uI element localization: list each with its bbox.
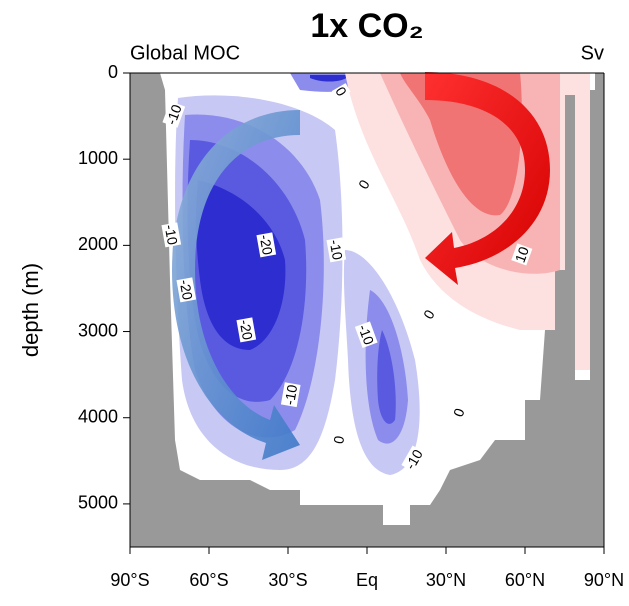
contour-label-bg (256, 232, 277, 258)
x-tick-label: 60°S (189, 570, 228, 590)
y-tick-label: 5000 (78, 493, 118, 513)
contour-label-bg (176, 277, 197, 303)
contour-label-bg (326, 237, 347, 263)
subtitle-right: Sv (581, 42, 604, 64)
x-tick-label: 90°S (110, 570, 149, 590)
x-tick-label: 30°S (268, 570, 307, 590)
contour-label-bg (419, 305, 439, 323)
contour-label-bg (329, 433, 348, 446)
contour-label: -20 (177, 278, 196, 301)
contour-label: -10 (163, 102, 185, 127)
contour-label-bg (511, 243, 533, 266)
contour-label: -20 (237, 318, 256, 341)
contour-label: -10 (355, 322, 377, 347)
x-tick-label: 90°N (584, 570, 624, 590)
contour-fills (175, 73, 590, 475)
y-tick-label: 3000 (78, 320, 118, 340)
contour-label: -20 (257, 233, 276, 256)
circulation-arrows (172, 72, 550, 460)
y-tick-label: 2000 (78, 234, 118, 254)
contour-label: 10 (512, 244, 532, 264)
y-tick-label: 4000 (78, 406, 118, 426)
contour-label-bg (331, 83, 351, 100)
y-axis-label: depth (m) (18, 263, 43, 357)
y-tick-label: 0 (108, 62, 118, 82)
contour-label-bg (354, 175, 374, 193)
x-tick-label: Eq (356, 570, 378, 590)
contour-label-bg (280, 382, 301, 408)
contour-label-bg (401, 445, 427, 473)
subtitle-left: Global MOC (130, 42, 240, 64)
contour-label-bg (236, 317, 257, 343)
chart-title: 1x CO₂ (310, 7, 423, 45)
contour-label: -10 (281, 383, 300, 406)
contour-label-bg (354, 321, 378, 348)
x-tick-label: 60°N (505, 570, 545, 590)
contour-label: 0 (330, 434, 347, 445)
x-tick-label: 30°N (426, 570, 466, 590)
y-tick-label: 1000 (78, 148, 118, 168)
contour-label: -10 (327, 238, 346, 261)
contour-label-bg (161, 222, 182, 248)
contour-label-bg (162, 101, 186, 128)
contour-label: -10 (162, 223, 181, 246)
contour-label-bg (449, 405, 469, 420)
